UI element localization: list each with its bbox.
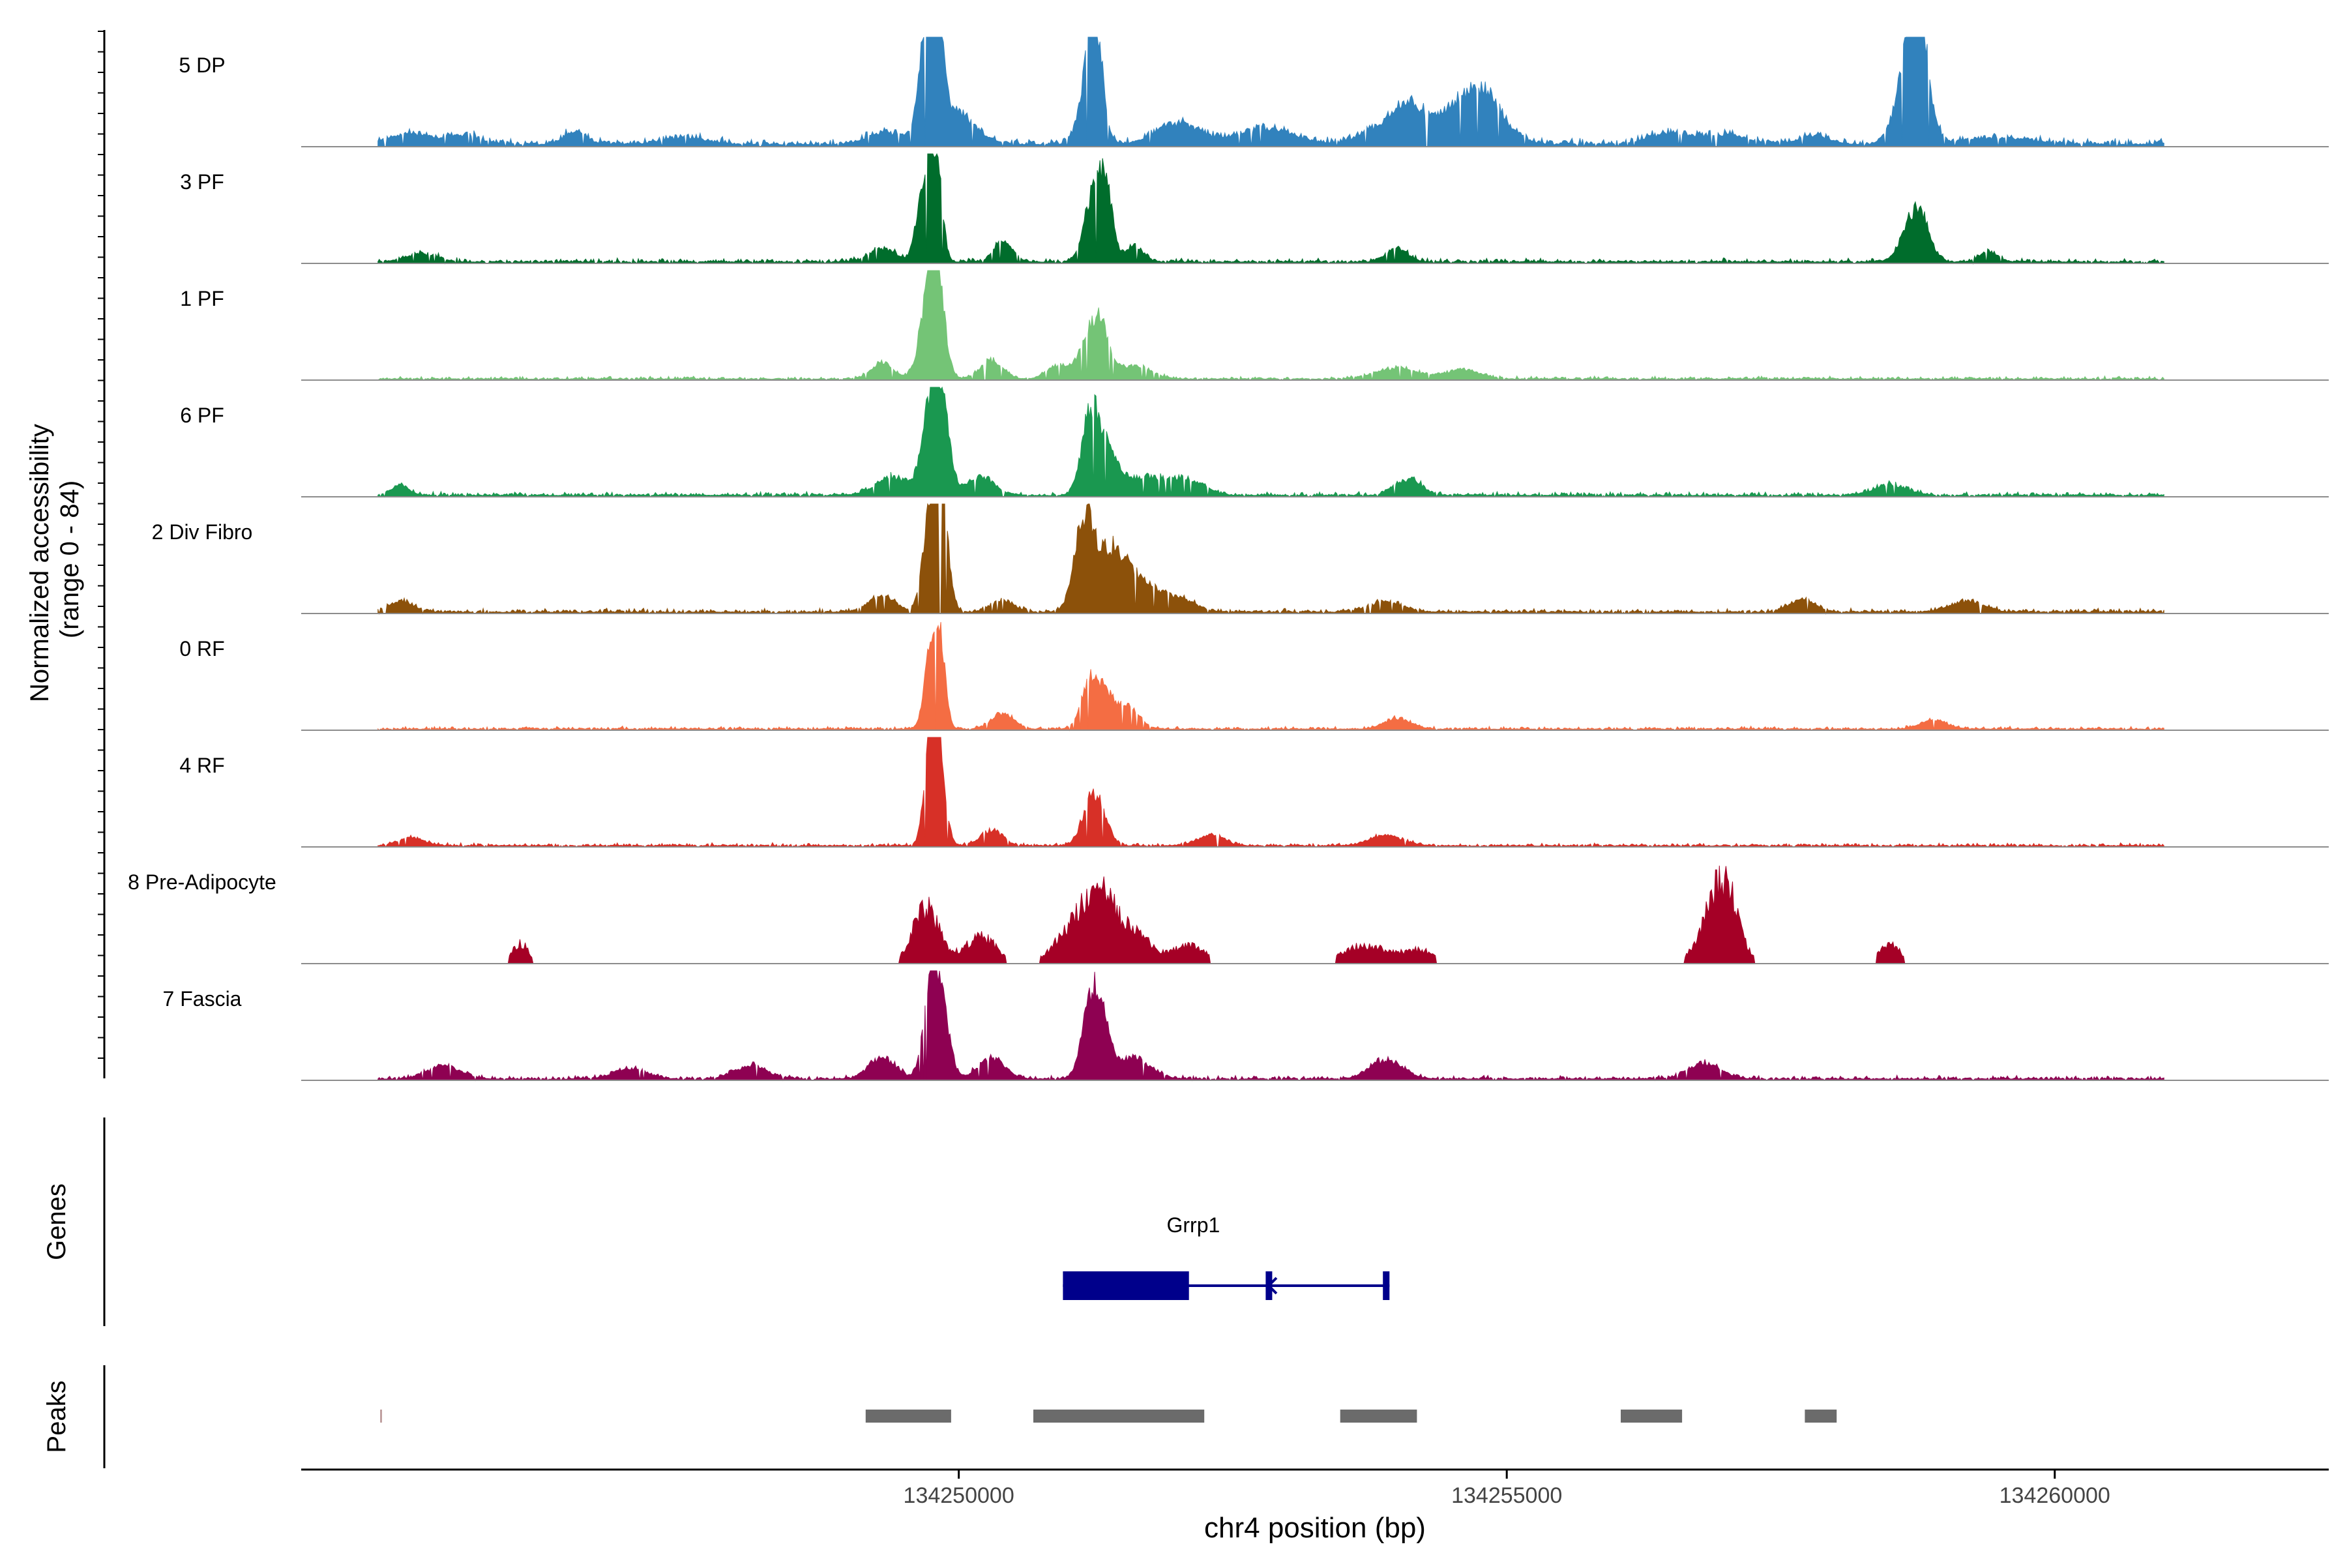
coverage-area-8-pre-adipocyte — [377, 865, 2164, 964]
gene-track: Grrp1 — [1063, 1213, 1390, 1300]
coverage-area-4-rf — [377, 737, 2164, 848]
y-axis-label: Normalized accessibility (range 0 - 84) — [25, 417, 84, 702]
coverage-area-6-pf — [377, 386, 2164, 498]
peaks-panel-label: Peaks — [42, 1380, 71, 1453]
track-label-5-dp: 5 DP — [179, 53, 225, 77]
track-4-rf: 4 RF — [179, 737, 2329, 848]
track-5-dp: 5 DP — [179, 37, 2329, 148]
peak-region — [1340, 1410, 1417, 1423]
track-label-3-pf: 3 PF — [180, 170, 224, 194]
coverage-tracks: 5 DP 3 PF 1 PF 6 PF 2 Div Fibro 0 RF 4 RF 8 Pre… — [128, 37, 2329, 1082]
coverage-area-2-div-fibro — [377, 503, 2164, 615]
track-label-8-pre-adipocyte: 8 Pre-Adipocyte — [128, 870, 276, 894]
x-tick-label: 134260000 — [2000, 1483, 2110, 1508]
peak-region — [1805, 1410, 1837, 1423]
genes-panel-label: Genes — [42, 1183, 71, 1260]
coverage-y-ticks — [98, 31, 104, 1059]
track-8-pre-adipocyte: 8 Pre-Adipocyte — [128, 865, 2329, 964]
gene-name-label: Grrp1 — [1167, 1213, 1220, 1237]
strand-arrow-icon — [1267, 1277, 1278, 1295]
peak-region — [380, 1410, 382, 1423]
x-tick-label: 134250000 — [904, 1483, 1014, 1508]
track-2-div-fibro: 2 Div Fibro — [152, 503, 2329, 615]
coverage-area-0-rf — [377, 622, 2164, 732]
track-label-1-pf: 1 PF — [180, 287, 224, 310]
track-label-4-rf: 4 RF — [179, 754, 224, 777]
peak-region — [1033, 1410, 1205, 1423]
track-label-0-rf: 0 RF — [179, 637, 224, 660]
peak-region — [1621, 1410, 1683, 1423]
track-label-2-div-fibro: 2 Div Fibro — [152, 520, 253, 544]
track-6-pf: 6 PF — [180, 386, 2329, 498]
y-axis-label-line2: (range 0 - 84) — [55, 481, 84, 638]
track-1-pf: 1 PF — [180, 270, 2329, 381]
coverage-area-3-pf — [377, 153, 2164, 265]
track-0-rf: 0 RF — [179, 622, 2329, 732]
gene-exon — [1383, 1271, 1390, 1300]
coverage-area-7-fascia — [377, 970, 2164, 1082]
x-axis-ticks: 134250000 134255000 134260000 — [904, 1470, 2110, 1508]
track-3-pf: 3 PF — [180, 153, 2329, 265]
track-7-fascia: 7 Fascia — [163, 970, 2329, 1082]
peak-region — [865, 1410, 951, 1423]
track-label-6-pf: 6 PF — [180, 404, 224, 427]
track-label-7-fascia: 7 Fascia — [163, 987, 242, 1011]
x-tick-label: 134255000 — [1451, 1483, 1562, 1508]
coverage-area-1-pf — [377, 270, 2164, 381]
x-axis-label: chr4 position (bp) — [1204, 1512, 1426, 1544]
gene-exon — [1063, 1271, 1189, 1300]
coverage-area-5-dp — [377, 37, 2164, 148]
peak-regions — [380, 1410, 1837, 1423]
y-axis-label-line1: Normalized accessibility — [25, 424, 54, 702]
